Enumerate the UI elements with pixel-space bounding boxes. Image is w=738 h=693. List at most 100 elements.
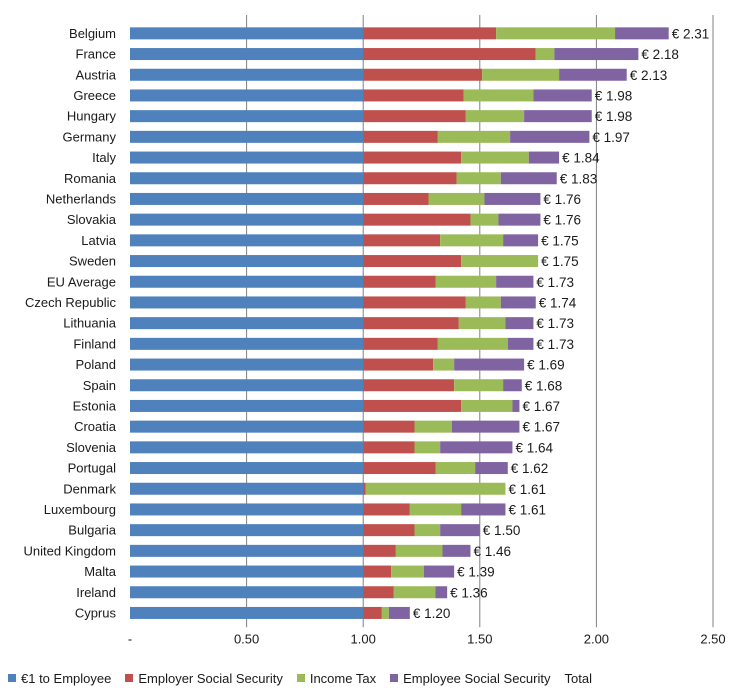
- bar-segment: [503, 379, 522, 392]
- legend-swatch: [296, 674, 305, 682]
- total-value-label: € 1.76: [543, 213, 581, 228]
- category-label: France: [76, 47, 116, 62]
- total-value-label: € 1.74: [539, 295, 577, 310]
- bar-segment: [130, 296, 364, 309]
- bar-segment: [363, 296, 466, 309]
- category-label: Malta: [84, 564, 117, 579]
- category-label: Lithuania: [63, 316, 117, 331]
- bar-segment: [465, 296, 501, 309]
- bar-segment: [435, 275, 497, 288]
- category-label: Luxembourg: [44, 502, 116, 517]
- x-tick-label: 2.00: [584, 631, 609, 646]
- bar-segment: [475, 462, 508, 475]
- category-label: Greece: [73, 88, 116, 103]
- category-label: Sweden: [69, 254, 116, 269]
- legend-label: Total: [564, 670, 592, 686]
- category-label: Finland: [73, 336, 116, 351]
- bar-segment: [130, 399, 364, 412]
- bar-segment: [533, 89, 592, 102]
- bar-segment: [130, 358, 364, 371]
- category-label: Denmark: [63, 481, 116, 496]
- bar-segment: [423, 565, 455, 578]
- bar-segment: [615, 27, 669, 40]
- category-label: Germany: [63, 129, 117, 144]
- bar-segment: [414, 420, 452, 433]
- category-label: Austria: [76, 67, 117, 82]
- bar-segment: [130, 213, 364, 226]
- bar-segment: [130, 151, 364, 164]
- bar-segment: [130, 27, 364, 40]
- bar-segment: [482, 68, 560, 81]
- bar-segment: [381, 606, 389, 619]
- bar-segment: [435, 586, 448, 599]
- stacked-bar-chart: Belgium France Austria Greece Hungary Germany…: [24, 15, 726, 646]
- bar-segment: [130, 172, 364, 185]
- bar-segment: [458, 317, 506, 330]
- bar-segment: [130, 255, 364, 268]
- bar-segment: [461, 151, 529, 164]
- legend-item: €1 to Employee: [8, 671, 111, 686]
- category-label: Portugal: [68, 461, 117, 476]
- bar-segment: [363, 503, 410, 516]
- bar-segment: [442, 544, 471, 557]
- total-value-label: € 1.64: [515, 440, 553, 455]
- total-value-label: € 1.36: [450, 585, 488, 600]
- bar-segment: [130, 462, 364, 475]
- bar-segment: [496, 275, 534, 288]
- bar-segment: [363, 151, 462, 164]
- legend-label: Employer Social Security: [138, 670, 283, 686]
- total-value-label: € 1.69: [527, 358, 565, 373]
- x-tick-label: 0.50: [234, 631, 259, 646]
- bar-segment: [363, 27, 497, 40]
- bar-segment: [130, 89, 364, 102]
- bar-segment: [363, 358, 434, 371]
- bar-segment: [528, 151, 560, 164]
- total-value-label: € 2.13: [630, 68, 668, 83]
- total-value-label: € 1.73: [536, 275, 574, 290]
- bar-segment: [130, 606, 364, 619]
- bar-segment: [454, 379, 504, 392]
- bar-segment: [461, 503, 506, 516]
- bar-segment: [130, 482, 364, 495]
- bar-segment: [363, 89, 464, 102]
- bar-group: [130, 27, 669, 619]
- x-tick-label: -: [128, 631, 132, 646]
- bar-segment: [363, 234, 441, 247]
- bar-segment: [365, 482, 506, 495]
- bar-segment: [363, 192, 429, 205]
- total-value-label: € 1.67: [522, 420, 560, 435]
- bar-segment: [130, 68, 364, 81]
- total-value-label: € 1.84: [562, 151, 600, 166]
- legend-item: Total: [565, 671, 592, 686]
- bar-segment: [363, 255, 462, 268]
- bar-segment: [130, 234, 364, 247]
- category-label: Ireland: [76, 585, 116, 600]
- total-value-label: € 1.75: [541, 254, 579, 269]
- total-value-label: € 1.61: [508, 482, 546, 497]
- total-value-label: € 1.50: [483, 523, 521, 538]
- bar-segment: [524, 110, 592, 123]
- category-label: Latvia: [81, 233, 116, 248]
- bar-segment: [391, 565, 424, 578]
- total-value-label: € 1.97: [592, 130, 630, 145]
- total-value-label: € 1.75: [541, 233, 579, 248]
- legend-swatch: [125, 674, 134, 682]
- category-label: Netherlands: [46, 191, 117, 206]
- bar-segment: [363, 317, 459, 330]
- x-tick-label: 1.00: [351, 631, 376, 646]
- bar-segment: [130, 337, 364, 350]
- bar-segment: [130, 379, 364, 392]
- bar-segment: [130, 524, 364, 537]
- bar-segment: [500, 296, 536, 309]
- bar-segment: [363, 48, 536, 61]
- category-label: Estonia: [73, 398, 117, 413]
- bar-segment: [363, 275, 436, 288]
- bar-segment: [414, 441, 441, 454]
- bar-segment: [498, 213, 541, 226]
- total-value-label: € 1.39: [457, 565, 495, 580]
- total-value-label: € 1.46: [473, 544, 511, 559]
- bar-segment: [456, 172, 501, 185]
- bar-segment: [510, 130, 590, 143]
- bar-segment: [496, 27, 616, 40]
- total-value-label: € 1.67: [522, 399, 560, 414]
